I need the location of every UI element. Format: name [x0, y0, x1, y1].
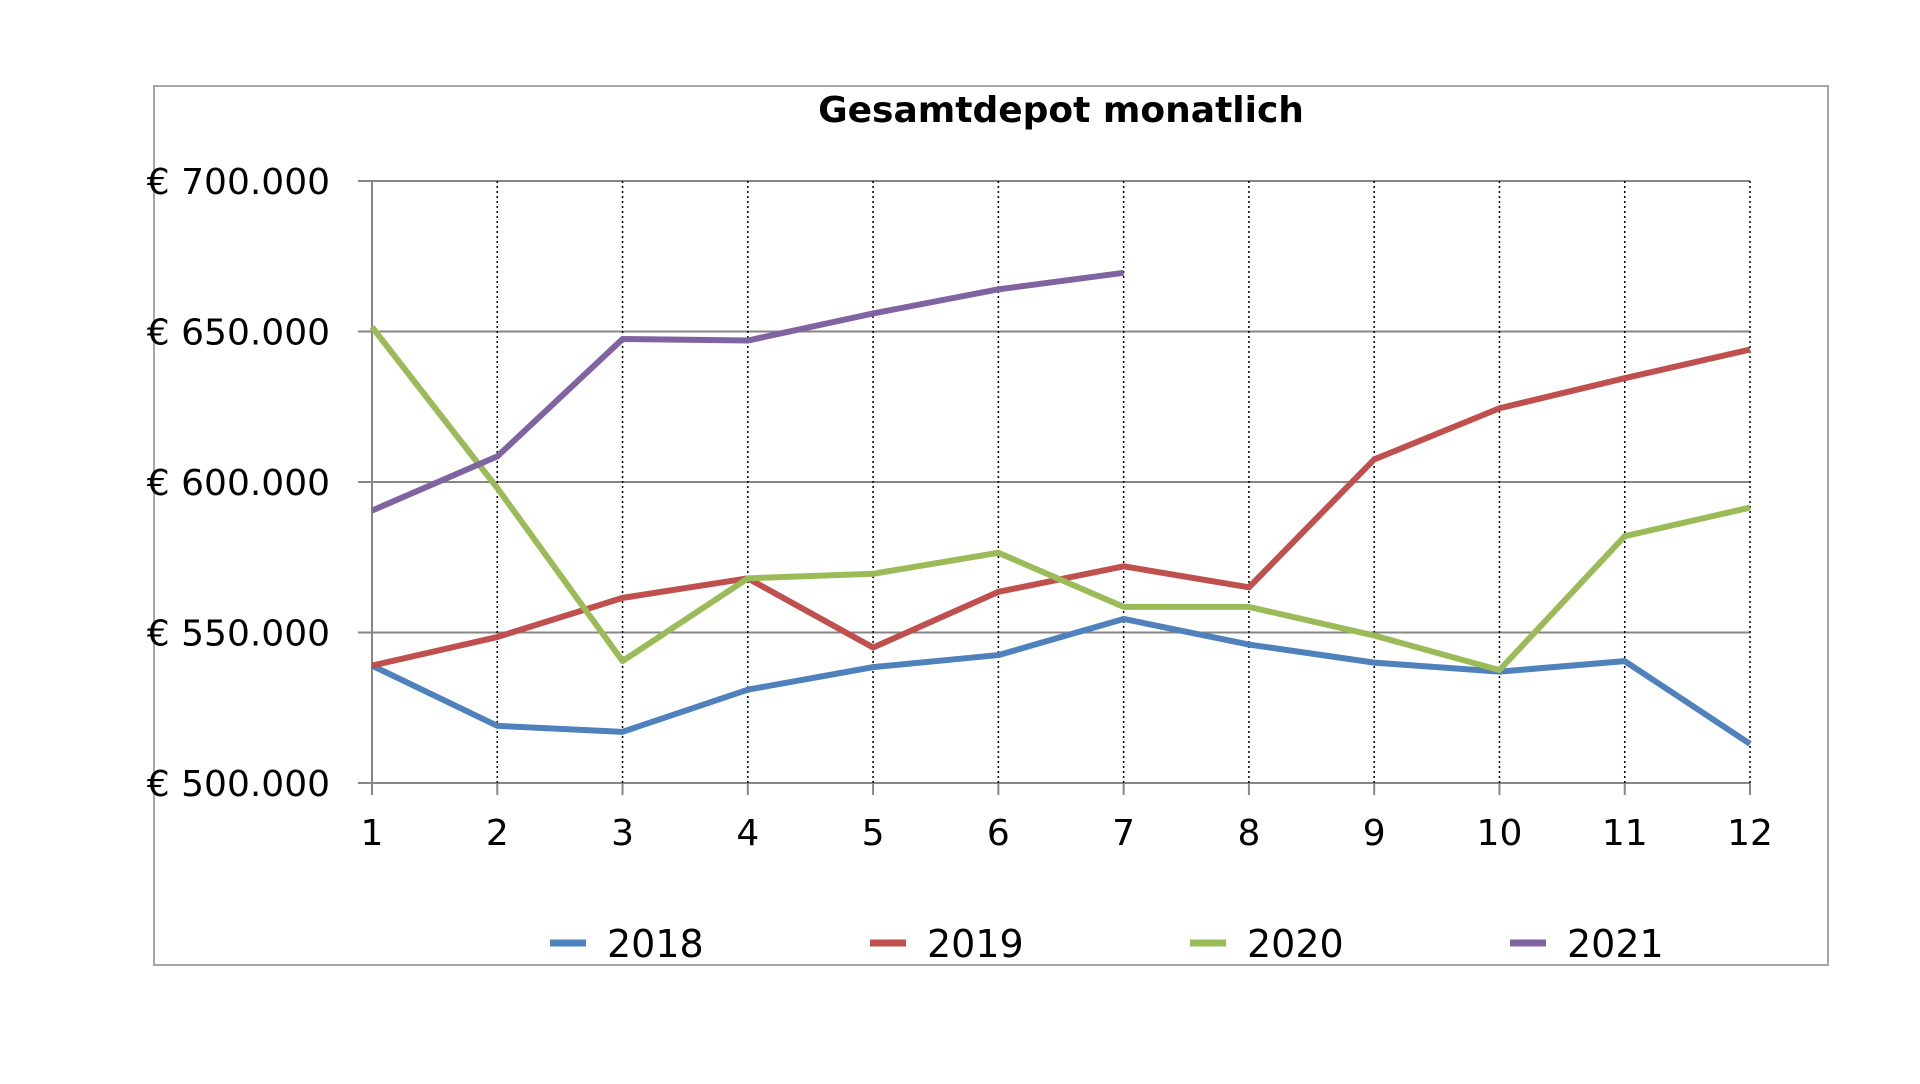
y-tick-label: € 500.000: [147, 764, 330, 805]
x-tick-label: 4: [736, 813, 759, 854]
y-tick-label: € 650.000: [147, 313, 330, 354]
y-tick-label: € 700.000: [147, 162, 330, 203]
x-tick-label: 11: [1602, 813, 1648, 854]
x-tick-label: 6: [987, 813, 1010, 854]
legend-label-2020: 2020: [1247, 922, 1344, 966]
y-tick-label: € 550.000: [147, 614, 330, 655]
x-tick-label: 10: [1477, 813, 1523, 854]
series-line-2018: [370, 615, 1752, 747]
x-tick-label: 9: [1363, 813, 1386, 854]
x-tick-label: 7: [1112, 813, 1135, 854]
x-tick-label: 5: [862, 813, 885, 854]
y-tick-label: € 600.000: [147, 463, 330, 504]
chart-frame: [153, 85, 1829, 966]
x-tick-label: 3: [611, 813, 634, 854]
x-tick-label: 12: [1727, 813, 1773, 854]
legend-label-2019: 2019: [927, 922, 1024, 966]
x-tick-label: 2: [486, 813, 509, 854]
legend-label-2021: 2021: [1567, 922, 1664, 966]
x-tick-label: 8: [1237, 813, 1260, 854]
series-line-2021: [370, 269, 1125, 514]
series-line-2020: [369, 325, 1751, 674]
chart-title: Gesamtdepot monatlich: [818, 90, 1304, 131]
legend-label-2018: 2018: [607, 922, 704, 966]
x-tick-label: 1: [361, 813, 384, 854]
